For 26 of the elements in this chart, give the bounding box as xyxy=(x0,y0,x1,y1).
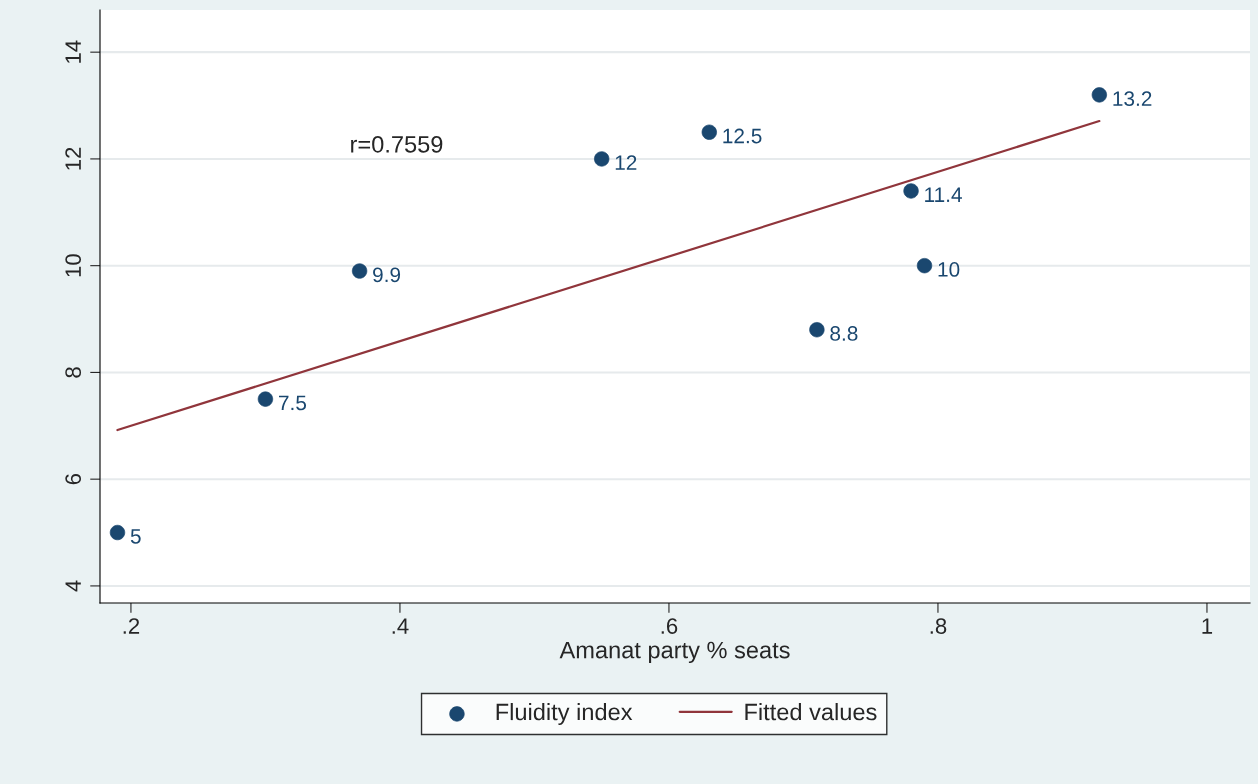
x-tick-label: 1 xyxy=(1202,618,1213,634)
y-tick-label: 8 xyxy=(65,367,82,378)
point xyxy=(701,124,717,140)
y-tick-label: 12 xyxy=(65,147,81,170)
data-label: 12.5 xyxy=(723,128,762,144)
data-label: 10 xyxy=(938,262,960,277)
x-tick-label: .6 xyxy=(661,618,678,634)
y-tick-label: 6 xyxy=(65,473,82,485)
legend-label: Fitted values xyxy=(745,702,877,721)
y-tick-label: 4 xyxy=(65,580,81,592)
data-label: 9.9 xyxy=(373,267,401,283)
x-axis-title: Amanat party % seats xyxy=(559,641,790,664)
data-label: 13.2 xyxy=(1113,91,1152,107)
data-label: 11.4 xyxy=(925,187,962,202)
data-label: 12 xyxy=(615,155,637,170)
annotation: r=0.7559 xyxy=(351,136,443,153)
x-tick-label: .8 xyxy=(930,618,947,634)
y-tick-label: 14 xyxy=(65,40,81,63)
data-label: 5 xyxy=(130,529,141,544)
data-label: 7.5 xyxy=(279,395,307,411)
legend-label: Fluidity index xyxy=(496,702,633,726)
x-tick-label: .4 xyxy=(392,618,409,634)
x-tick-label: .2 xyxy=(123,618,140,634)
y-tick-label: 10 xyxy=(65,254,82,277)
point xyxy=(903,183,919,199)
data-label: 8.8 xyxy=(830,326,858,341)
